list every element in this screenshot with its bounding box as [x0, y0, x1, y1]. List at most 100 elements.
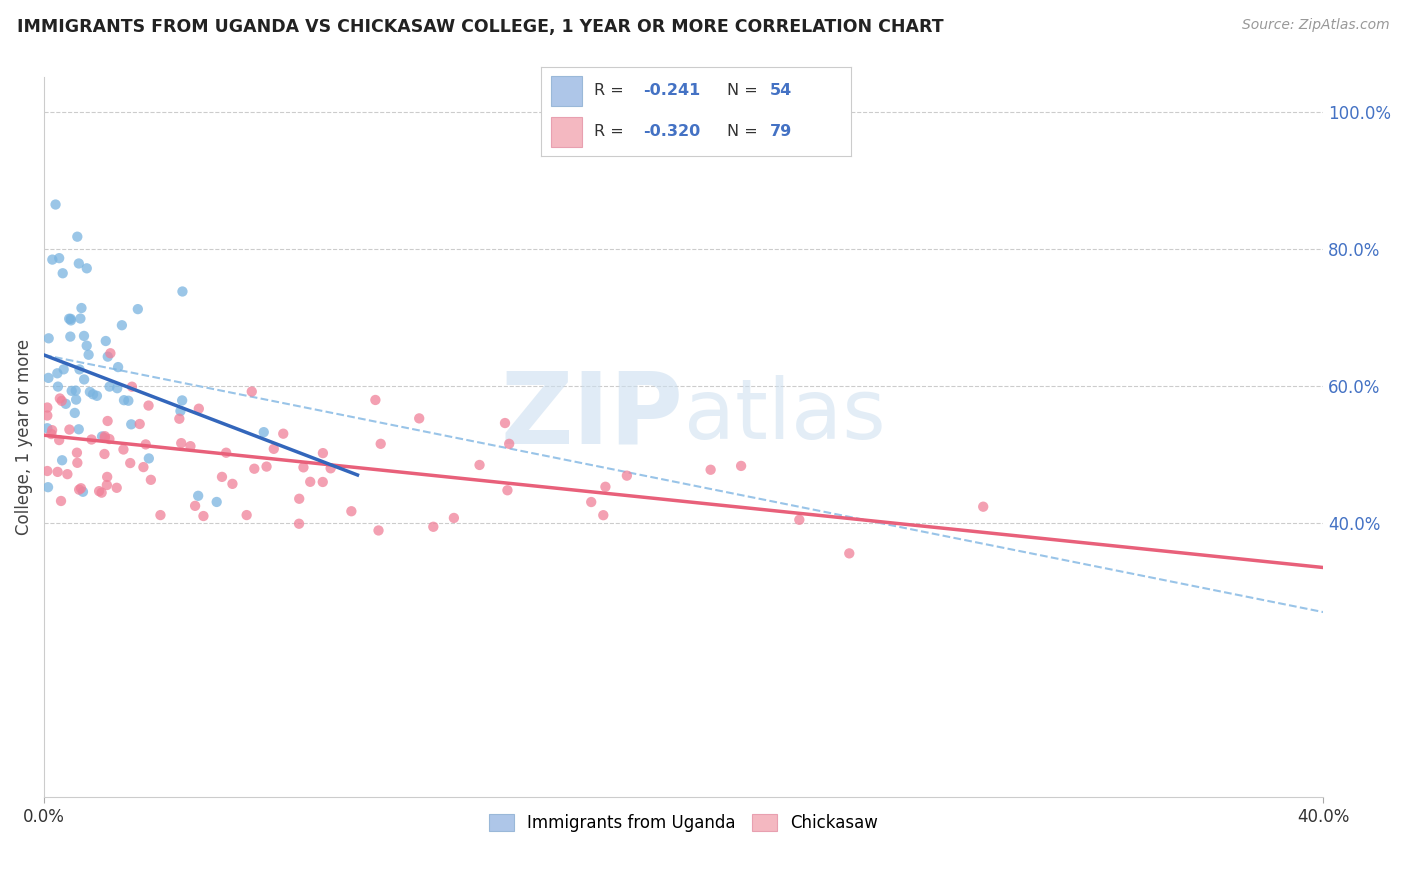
Point — [498, 437, 520, 451]
Point — [98, 379, 121, 393]
Point — [288, 491, 311, 506]
Point — [51, 453, 73, 467]
Point — [120, 417, 142, 432]
Text: 54: 54 — [770, 83, 793, 98]
Point — [494, 416, 516, 430]
Point — [100, 346, 122, 360]
Point — [730, 458, 752, 473]
Point — [52, 362, 75, 376]
Point — [96, 470, 118, 484]
Point — [67, 422, 90, 436]
Point — [41, 423, 63, 437]
Point — [94, 334, 117, 348]
Point — [94, 431, 117, 445]
Point — [789, 513, 811, 527]
Point — [579, 495, 602, 509]
Point — [67, 483, 90, 497]
Point — [132, 460, 155, 475]
Point — [58, 423, 80, 437]
Point — [240, 384, 263, 399]
Point — [169, 404, 191, 418]
Point — [292, 460, 315, 475]
Point — [37, 464, 59, 478]
Text: ZIP: ZIP — [501, 368, 683, 464]
Point — [221, 476, 243, 491]
Point — [59, 329, 82, 343]
Point — [59, 313, 82, 327]
Text: R =: R = — [593, 124, 628, 139]
Point — [41, 427, 63, 442]
Point — [82, 387, 104, 401]
Point — [243, 461, 266, 475]
Text: -0.320: -0.320 — [644, 124, 700, 139]
Point — [49, 392, 72, 406]
Point — [76, 339, 98, 353]
Point — [97, 350, 120, 364]
Point — [422, 520, 444, 534]
Point — [127, 302, 149, 317]
Point — [69, 311, 91, 326]
Point — [117, 393, 139, 408]
Point — [69, 362, 91, 376]
Point — [63, 406, 86, 420]
Point — [38, 331, 60, 345]
Point — [271, 426, 294, 441]
Point — [65, 384, 87, 398]
Point — [73, 372, 96, 386]
Point — [55, 397, 77, 411]
Point — [76, 261, 98, 276]
Text: IMMIGRANTS FROM UGANDA VS CHICKASAW COLLEGE, 1 YEAR OR MORE CORRELATION CHART: IMMIGRANTS FROM UGANDA VS CHICKASAW COLL… — [17, 18, 943, 36]
Point — [443, 511, 465, 525]
Point — [592, 508, 614, 523]
Point — [135, 437, 157, 451]
Point — [79, 384, 101, 399]
Point — [111, 318, 134, 333]
Point — [37, 401, 59, 415]
Point — [408, 411, 430, 425]
Point — [37, 409, 59, 423]
Point — [312, 446, 335, 460]
Point — [312, 475, 335, 489]
Point — [205, 495, 228, 509]
Point — [235, 508, 257, 522]
Point — [77, 348, 100, 362]
Point — [595, 480, 617, 494]
Point — [80, 433, 103, 447]
Bar — [551, 117, 582, 147]
Point — [107, 360, 129, 375]
Point — [59, 311, 82, 326]
Point — [616, 468, 638, 483]
Point — [215, 446, 238, 460]
Point — [972, 500, 994, 514]
Point — [172, 393, 194, 408]
Point — [184, 499, 207, 513]
Point — [128, 417, 150, 431]
Point — [138, 399, 160, 413]
Point — [94, 429, 117, 443]
Point — [170, 436, 193, 450]
Point — [340, 504, 363, 518]
Point — [838, 546, 860, 560]
Point — [37, 480, 59, 494]
Point — [66, 446, 89, 460]
Text: -0.241: -0.241 — [644, 83, 700, 98]
Legend: Immigrants from Uganda, Chickasaw: Immigrants from Uganda, Chickasaw — [482, 807, 886, 839]
Point — [367, 524, 389, 538]
Point — [49, 494, 72, 508]
Point — [172, 285, 194, 299]
Point — [98, 432, 121, 446]
Point — [52, 266, 75, 280]
Point — [112, 442, 135, 457]
Y-axis label: College, 1 year or more: College, 1 year or more — [15, 339, 32, 535]
Point — [139, 473, 162, 487]
Point — [496, 483, 519, 498]
Point — [187, 489, 209, 503]
Point — [66, 456, 89, 470]
Point — [46, 465, 69, 479]
Point — [256, 459, 278, 474]
Point — [105, 381, 128, 395]
Point — [91, 429, 114, 443]
Point — [51, 393, 73, 408]
Point — [149, 508, 172, 522]
Text: Source: ZipAtlas.com: Source: ZipAtlas.com — [1241, 18, 1389, 32]
